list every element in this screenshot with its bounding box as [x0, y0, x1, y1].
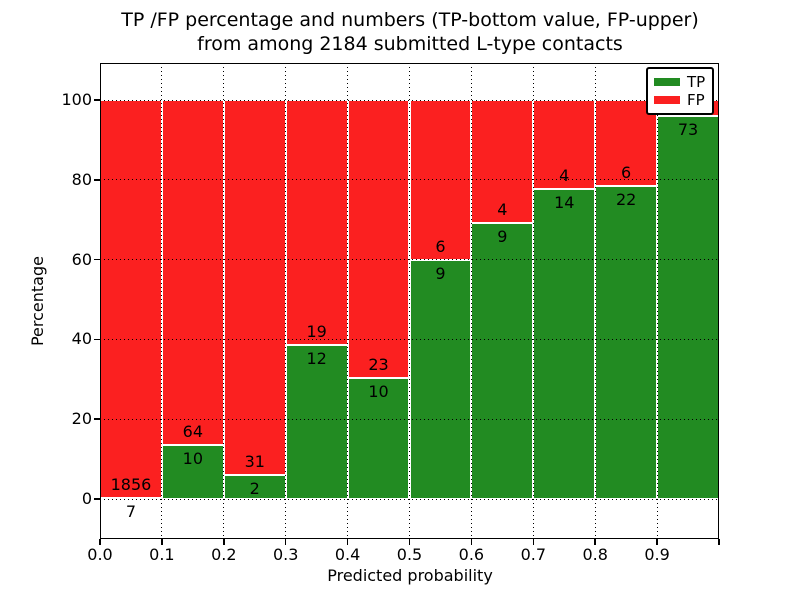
gridline-horizontal	[100, 179, 719, 181]
y-tick-label: 60	[71, 249, 92, 269]
x-tick	[470, 539, 473, 545]
chart-title-line2: from among 2184 submitted L-type contact…	[197, 33, 623, 55]
x-tick	[594, 539, 596, 545]
tp-count-label: 12	[306, 348, 327, 368]
x-tick	[346, 539, 349, 545]
y-tick-label: 0	[81, 489, 92, 508]
legend-label: TP	[687, 72, 706, 91]
x-tick-label: 0.5	[396, 545, 423, 564]
gridline-horizontal	[100, 259, 719, 261]
legend-label: FP	[687, 91, 705, 110]
x-tick-label: 0.9	[644, 545, 670, 564]
gridline-vertical	[285, 63, 287, 539]
y-axis-label: Percentage	[28, 256, 47, 347]
x-tick	[284, 539, 287, 545]
y-tick	[94, 498, 100, 500]
x-tick	[718, 539, 720, 545]
legend-entry-tp: TP	[654, 74, 706, 90]
y-tick	[94, 338, 100, 341]
bar-tp-segment	[657, 115, 719, 499]
bar-fp-segment	[100, 100, 162, 498]
y-tick-label: 40	[71, 329, 92, 349]
bar-fp-segment	[347, 100, 410, 379]
legend-entry-fp: FP	[654, 92, 706, 108]
gridline-vertical	[594, 63, 596, 539]
bar-fp-segment	[161, 100, 224, 446]
tp-count-label: 9	[497, 226, 508, 246]
bar-tp-segment	[285, 344, 348, 499]
gridline-vertical	[656, 63, 658, 539]
gridline-vertical	[470, 63, 472, 539]
fp-count-label: 4	[559, 165, 570, 185]
tp-count-label: 2	[249, 478, 260, 498]
bar-tp-segment	[347, 378, 410, 499]
fp-count-label: 23	[368, 355, 389, 375]
bar-tp-segment	[595, 185, 658, 499]
x-axis-label: Predicted probability	[327, 566, 493, 585]
y-tick	[94, 418, 100, 420]
fp-count-label: 6	[435, 236, 446, 256]
tp-count-label: 14	[554, 192, 575, 212]
tp-count-label: 22	[615, 189, 637, 209]
bar-tp-segment	[533, 188, 596, 499]
y-tick	[94, 258, 100, 261]
fp-count-label: 31	[244, 451, 265, 471]
gridline-horizontal	[100, 99, 719, 101]
x-tick-label: 0.7	[520, 545, 547, 564]
fp-count-label: 6	[621, 162, 632, 182]
gridline-horizontal	[100, 418, 719, 420]
legend: TP FP	[646, 67, 714, 115]
tp-count-label: 73	[677, 119, 699, 139]
gridline-vertical	[223, 63, 225, 539]
x-tick	[99, 539, 101, 545]
tp-count-label: 10	[368, 382, 389, 402]
gridline-horizontal	[100, 498, 719, 500]
x-tick-label: 0.0	[87, 545, 113, 564]
y-tick-label: 100	[61, 90, 92, 109]
bar-fp-segment	[533, 100, 596, 189]
gridline-vertical	[532, 63, 534, 539]
chart-title-line1: TP /FP percentage and numbers (TP-bottom…	[121, 9, 699, 31]
bar-fp-segment	[471, 100, 534, 223]
x-tick-label: 0.8	[582, 545, 608, 564]
fp-count-label: 1856	[110, 474, 152, 494]
x-tick	[408, 539, 411, 545]
gridline-vertical	[347, 63, 349, 539]
y-tick-label: 80	[71, 169, 92, 189]
x-tick	[223, 539, 225, 545]
legend-tp-swatch-icon	[654, 77, 680, 86]
bar-tp-segment	[471, 222, 534, 499]
x-tick	[532, 539, 535, 545]
x-tick-label: 0.1	[149, 545, 175, 564]
x-tick	[656, 539, 658, 545]
gridline-vertical	[161, 63, 163, 539]
x-tick	[161, 539, 163, 545]
bar-fp-segment	[285, 100, 348, 345]
bar-tp-segment	[161, 445, 224, 499]
legend-fp-swatch-icon	[654, 96, 680, 105]
y-tick	[94, 99, 100, 101]
tp-count-label: 10	[182, 449, 204, 469]
tp-count-label: 7	[125, 501, 137, 521]
y-tick-label: 20	[71, 409, 92, 429]
x-tick-label: 0.4	[334, 545, 361, 564]
fp-count-label: 19	[306, 321, 327, 341]
y-tick	[94, 179, 100, 181]
x-tick-label: 0.6	[458, 545, 485, 564]
gridline-horizontal	[100, 338, 719, 340]
x-tick-label: 0.2	[211, 545, 237, 564]
fp-count-label: 64	[182, 422, 204, 442]
tp-count-label: 9	[435, 263, 446, 283]
fp-count-label: 4	[497, 199, 508, 219]
plot-area: 185676410312191223106949414622373	[100, 63, 719, 539]
x-tick-label: 0.3	[272, 545, 299, 564]
bar-tp-segment	[409, 259, 472, 499]
gridline-vertical	[409, 63, 410, 539]
